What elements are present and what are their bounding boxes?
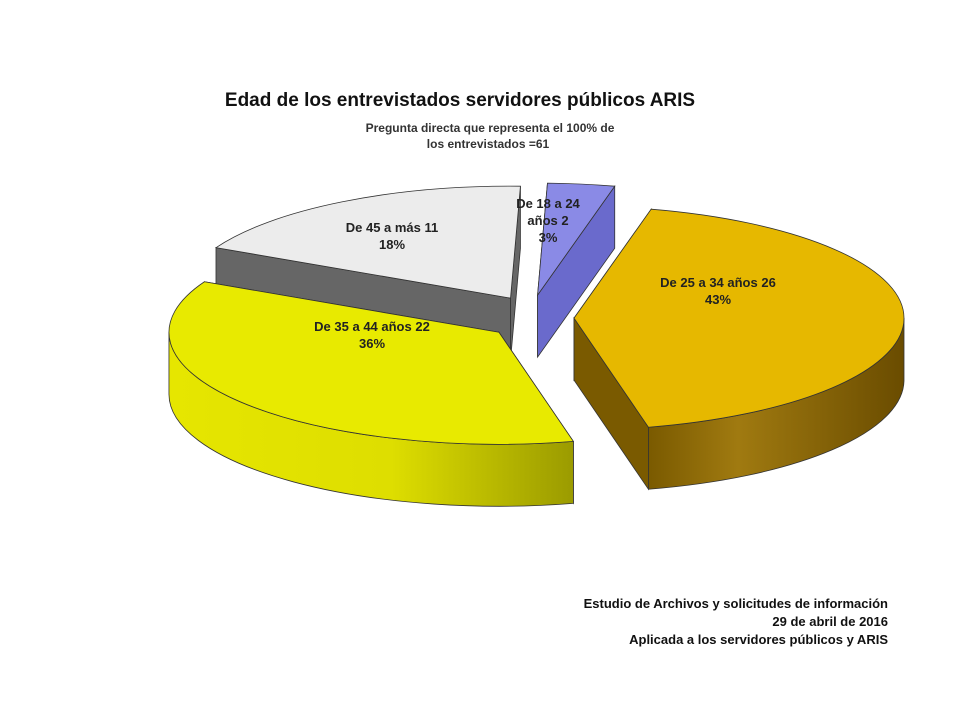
footer-line-1: Estudio de Archivos y solicitudes de inf… bbox=[584, 596, 888, 611]
chart-subtitle-line-1: Pregunta directa que representa el 100% … bbox=[366, 121, 615, 135]
slice-25-34-label-line-0: De 25 a 34 años 26 bbox=[660, 275, 776, 290]
slice-35-44-top bbox=[168, 281, 575, 445]
chart-title: Edad de los entrevistados servidores púb… bbox=[225, 90, 695, 111]
slice-25-34-top bbox=[573, 208, 905, 428]
slice-25-34 bbox=[573, 207, 905, 491]
slice-18-24-label-line-2: 3% bbox=[539, 230, 558, 245]
slice-35-44-label-line-1: 36% bbox=[359, 336, 385, 351]
slice-18-24-label-line-1: años 2 bbox=[527, 213, 568, 228]
footer-line-2: 29 de abril de 2016 bbox=[772, 614, 888, 629]
slice-18-24-label-line-0: De 18 a 24 bbox=[516, 196, 580, 211]
slice-35-44-label-line-0: De 35 a 44 años 22 bbox=[314, 319, 430, 334]
pie-slices bbox=[168, 182, 905, 507]
slice-35-44-label: De 35 a 44 años 22 36% bbox=[314, 319, 430, 351]
slice-18-24-label: De 18 a 24 años 2 3% bbox=[516, 196, 580, 245]
slice-45-mas-top bbox=[214, 185, 521, 299]
slice-35-44 bbox=[168, 281, 575, 507]
slice-45-mas-label-line-1: 18% bbox=[379, 237, 405, 252]
footer-line-3: Aplicada a los servidores públicos y ARI… bbox=[629, 632, 888, 647]
slice-45-mas-label-line-0: De 45 a más 11 bbox=[346, 220, 439, 235]
slice-25-34-label-line-1: 43% bbox=[705, 292, 731, 307]
slice-25-34-label: De 25 a 34 años 26 43% bbox=[660, 275, 776, 307]
slice-18-24-top bbox=[537, 182, 616, 297]
slice-45-mas-label: De 45 a más 11 18% bbox=[346, 220, 439, 252]
chart-subtitle-line-2: los entrevistados =61 bbox=[427, 137, 550, 151]
slice-18-24 bbox=[537, 182, 616, 359]
